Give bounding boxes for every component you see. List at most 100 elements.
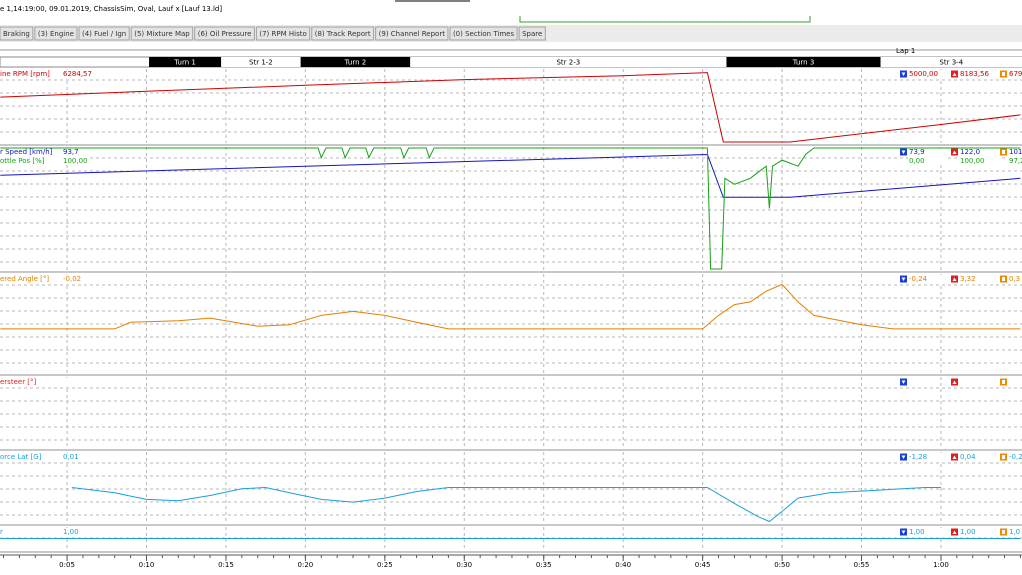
channel-stat: 679 (1009, 70, 1022, 78)
section-label: Turn 3 (792, 59, 815, 67)
stat-icon-arrow (1002, 150, 1005, 154)
stat-bg (959, 157, 999, 165)
tab[interactable]: (5) Mixture Map (130, 26, 194, 41)
tab-label[interactable]: (7) RPM Histo (259, 30, 306, 38)
tab-frame[interactable] (518, 26, 546, 41)
channel-name: ersteer [°] (0, 378, 37, 386)
tab-frame[interactable] (34, 26, 78, 41)
tab-label[interactable]: (4) Fuel / Ign (82, 30, 126, 38)
tab[interactable]: (9) Channel Report (375, 26, 449, 41)
tab-label[interactable]: (9) Channel Report (379, 30, 446, 38)
tab-label[interactable]: (0) Section Times (453, 30, 515, 38)
channel-value: 6284,57 (63, 70, 92, 78)
stat-icon-arrow (952, 455, 957, 459)
tab-label[interactable]: Spare (522, 30, 542, 38)
tab-label[interactable]: (6) Oil Pressure (198, 30, 252, 38)
stat-bg (959, 275, 999, 283)
channel-stat: 101 (1009, 148, 1022, 156)
stat-icon-arrow (901, 380, 906, 384)
tab-label[interactable]: (5) Mixture Map (134, 30, 190, 38)
label-bg (0, 148, 90, 156)
x-tick-label: 0:30 (456, 561, 472, 569)
window-title: e 1,14:19:00, 09.01.2019, ChassisSim, Ov… (0, 5, 222, 13)
x-tick-label: 0:05 (59, 561, 75, 569)
channel-stat: 0,04 (960, 453, 976, 461)
x-tick-label: 0:50 (774, 561, 790, 569)
tab-frame[interactable] (130, 26, 194, 41)
tab[interactable]: (7) RPM Histo (255, 26, 311, 41)
lap-label: Lap 1 (896, 47, 915, 55)
tab[interactable]: (0) Section Times (449, 26, 518, 41)
tab[interactable]: (6) Oil Pressure (194, 26, 255, 41)
tab-label[interactable]: (3) Engine (38, 30, 74, 38)
x-tick-label: 1:00 (933, 561, 949, 569)
stat-bg (1008, 528, 1022, 536)
stat-icon-arrow (1002, 277, 1005, 281)
stat-icon-arrow (1002, 455, 1005, 459)
label-bg (0, 453, 90, 461)
tab[interactable]: (4) Fuel / Ign (78, 26, 130, 41)
channel-value: 100,00 (63, 157, 88, 165)
x-tick-label: 0:20 (298, 561, 314, 569)
channel-stat: 1,0 (1009, 528, 1020, 536)
trace (0, 147, 1021, 270)
channel-name: r (0, 528, 3, 536)
stat-bg (1008, 453, 1022, 461)
stat-icon-arrow (1002, 380, 1005, 384)
x-tick-label: 0:35 (536, 561, 552, 569)
trace (0, 72, 1021, 143)
stat-icon-arrow (952, 380, 957, 384)
stat-icon-arrow (952, 72, 957, 76)
channel-name: ine RPM [rpm] (0, 70, 50, 78)
tab[interactable]: Braking (0, 26, 34, 41)
tab[interactable]: (8) Track Report (311, 26, 375, 41)
tab-frame[interactable] (78, 26, 130, 41)
section-label: Turn 1 (173, 59, 196, 67)
stat-bg (1008, 275, 1022, 283)
x-tick-label: 0:55 (854, 561, 870, 569)
stat-bg (908, 275, 948, 283)
tab-frame[interactable] (375, 26, 449, 41)
stat-bg (908, 157, 948, 165)
section-label: Turn 2 (344, 59, 367, 67)
x-tick-label: 0:15 (218, 561, 234, 569)
tab-label[interactable]: (8) Track Report (315, 30, 371, 38)
channel-stat: -0,24 (909, 275, 928, 283)
stat-icon-arrow (901, 277, 906, 281)
label-bg (0, 70, 90, 78)
tab-frame[interactable] (255, 26, 311, 41)
section (880, 57, 1022, 67)
x-tick-label: 0:40 (615, 561, 631, 569)
tab-frame[interactable] (0, 26, 34, 41)
stat-bg (959, 528, 999, 536)
section-label: Str 1-2 (249, 59, 273, 67)
label-bg (0, 157, 90, 165)
tab-frame[interactable] (194, 26, 255, 41)
channel-stat: 122,0 (960, 148, 980, 156)
section-label: Str 3-4 (939, 59, 963, 67)
channel-stat: -1,28 (909, 453, 927, 461)
channel-name: ottle Pos [%] (0, 157, 45, 165)
channel-name: ered Angle [°] (0, 275, 49, 283)
stat-bg (1008, 157, 1022, 165)
stat-bg (959, 148, 999, 156)
progress-outline (519, 16, 811, 23)
tab-frame[interactable] (311, 26, 375, 41)
channel-name: r Speed [km/h] (0, 148, 53, 156)
channel-stat: 97,2 (1009, 157, 1022, 165)
tab[interactable]: (3) Engine (34, 26, 78, 41)
stat-icon-arrow (1002, 72, 1005, 76)
stat-bg (1008, 70, 1022, 78)
stat-bg (908, 70, 948, 78)
stat-bg (908, 528, 948, 536)
section (149, 57, 222, 67)
tab[interactable]: Spare (518, 26, 546, 41)
trace (0, 153, 1021, 198)
tab-label[interactable]: Braking (3, 30, 30, 38)
tab-frame[interactable] (449, 26, 518, 41)
x-tick-label: 0:10 (139, 561, 155, 569)
stat-icon-arrow (1002, 530, 1005, 534)
stat-icon-arrow (952, 530, 957, 534)
